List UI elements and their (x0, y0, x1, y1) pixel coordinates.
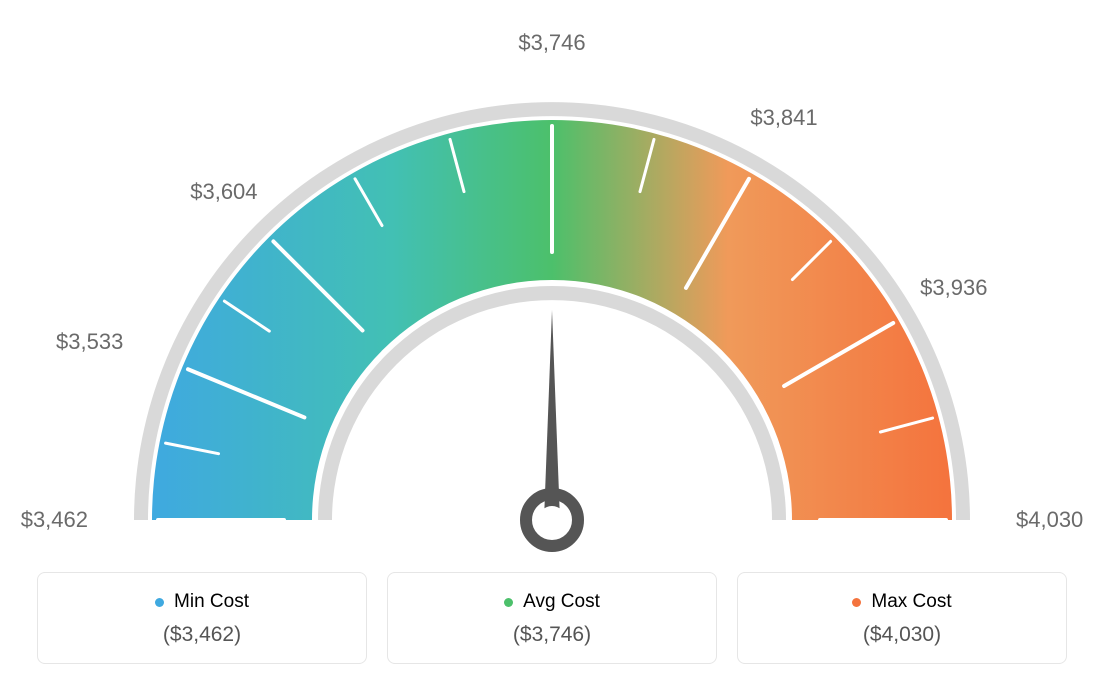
min-cost-title: Min Cost (155, 591, 249, 613)
dot-icon (155, 598, 164, 607)
gauge-svg (72, 40, 1032, 560)
min-cost-card: Min Cost ($3,462) (37, 572, 367, 664)
gauge-tick-label: $3,936 (920, 275, 987, 301)
dot-icon (852, 598, 861, 607)
avg-cost-value: ($3,746) (406, 623, 698, 647)
summary-cards: Min Cost ($3,462) Avg Cost ($3,746) Max … (37, 572, 1067, 664)
gauge-tick-label: $3,841 (750, 105, 817, 131)
max-cost-label: Max Cost (871, 591, 951, 613)
avg-cost-label: Avg Cost (523, 591, 600, 613)
gauge-tick-label: $3,533 (56, 329, 123, 355)
avg-cost-card: Avg Cost ($3,746) (387, 572, 717, 664)
gauge-tick-label: $3,604 (190, 179, 257, 205)
max-cost-title: Max Cost (852, 591, 951, 613)
max-cost-value: ($4,030) (756, 623, 1048, 647)
cost-gauge: $3,462$3,533$3,604$3,746$3,841$3,936$4,0… (72, 40, 1032, 560)
min-cost-value: ($3,462) (56, 623, 348, 647)
max-cost-card: Max Cost ($4,030) (737, 572, 1067, 664)
gauge-tick-label: $3,746 (518, 30, 585, 56)
gauge-tick-label: $3,462 (21, 507, 88, 533)
dot-icon (504, 598, 513, 607)
gauge-tick-label: $4,030 (1016, 507, 1083, 533)
avg-cost-title: Avg Cost (504, 591, 600, 613)
min-cost-label: Min Cost (174, 591, 249, 613)
